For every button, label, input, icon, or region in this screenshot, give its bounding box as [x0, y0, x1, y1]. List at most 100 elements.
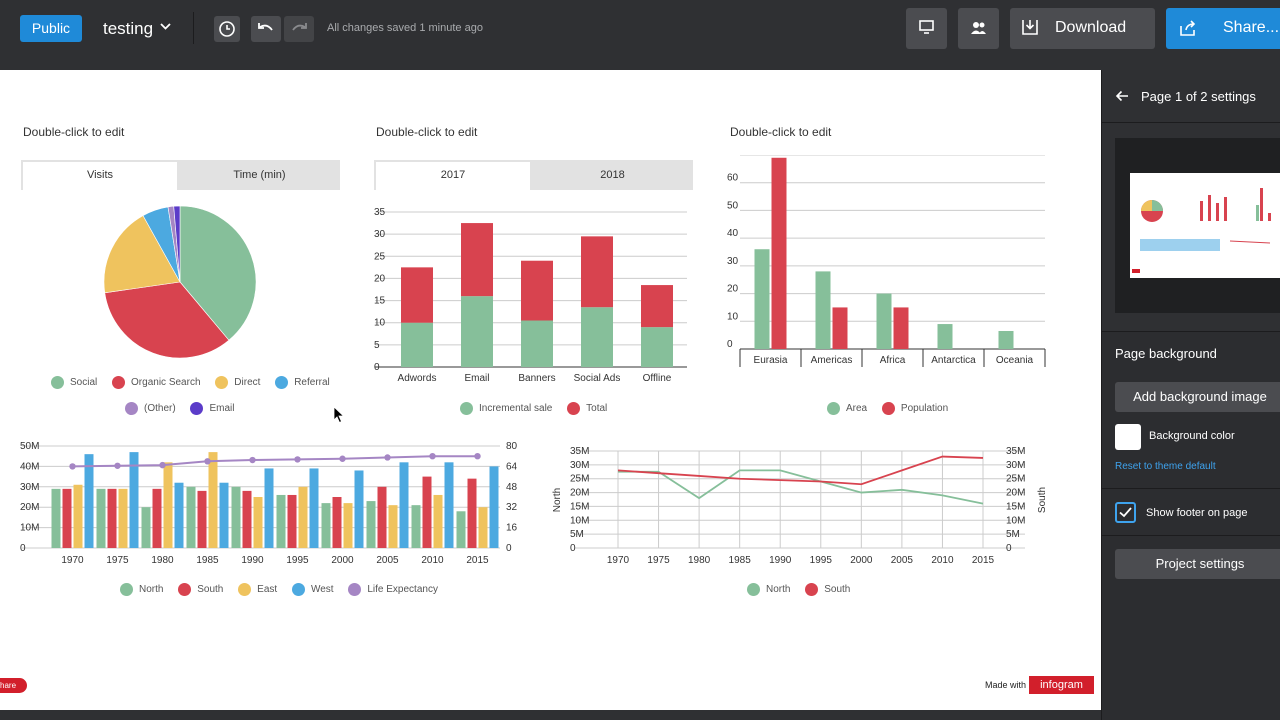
bar[interactable]	[129, 452, 139, 548]
legend-item[interactable]: West	[291, 583, 334, 596]
bar[interactable]	[107, 488, 117, 548]
add-background-image-button[interactable]: Add background image	[1115, 382, 1280, 412]
bar[interactable]	[321, 503, 331, 548]
legend-item[interactable]: Direct	[215, 376, 260, 389]
background-color-swatch[interactable]	[1115, 424, 1141, 450]
bar-segment[interactable]	[521, 320, 553, 368]
bar-segment[interactable]	[461, 223, 493, 297]
history-button[interactable]	[214, 16, 240, 42]
line-point[interactable]	[294, 456, 301, 463]
line-point[interactable]	[114, 462, 121, 469]
bar[interactable]	[388, 505, 398, 548]
bar[interactable]	[771, 157, 787, 349]
bar[interactable]	[276, 494, 286, 548]
share-pill[interactable]: hare	[0, 678, 27, 693]
pie-slice[interactable]	[103, 215, 181, 294]
legend-item[interactable]: North	[120, 583, 163, 596]
pie-slice[interactable]	[104, 281, 230, 359]
share-button[interactable]: Share...	[1166, 8, 1280, 49]
bar[interactable]	[343, 503, 353, 548]
bar[interactable]	[433, 494, 443, 548]
bar-segment[interactable]	[401, 267, 433, 323]
legend-item[interactable]: South	[805, 583, 850, 596]
bar[interactable]	[422, 476, 432, 548]
infogram-logo[interactable]: infogram	[1029, 676, 1094, 694]
series-line[interactable]	[617, 455, 984, 486]
bar[interactable]	[467, 478, 477, 548]
bar[interactable]	[186, 486, 196, 548]
stacked-chart-title[interactable]: Double-click to edit	[376, 125, 478, 139]
legend-item[interactable]: (Other)	[125, 402, 176, 415]
bar[interactable]	[444, 462, 454, 548]
pie-chart[interactable]	[100, 205, 260, 360]
tab-visits[interactable]: Visits	[21, 160, 179, 190]
regions-line-chart[interactable]: 0 0 5M 5M 10M 10M 15M 15M 20M 20M 25M 25M 30M 30M 35M 3…	[545, 435, 1055, 570]
bar[interactable]	[141, 507, 151, 548]
bar-segment[interactable]	[581, 307, 613, 367]
bar[interactable]	[219, 482, 229, 548]
show-footer-checkbox[interactable]	[1115, 502, 1136, 523]
undo-button[interactable]	[251, 16, 281, 42]
line-point[interactable]	[339, 455, 346, 462]
bar[interactable]	[309, 468, 319, 548]
bar[interactable]	[399, 462, 409, 548]
line-point[interactable]	[204, 458, 211, 465]
stacked-bar-chart[interactable]: 05101520253035AdwordsEmailBannersSocial …	[365, 205, 695, 390]
public-button[interactable]: Public	[20, 15, 82, 42]
bar[interactable]	[174, 482, 184, 548]
legend-item[interactable]: Organic Search	[112, 376, 201, 389]
bar-segment[interactable]	[641, 285, 673, 328]
bar-segment[interactable]	[401, 322, 433, 367]
bar[interactable]	[163, 462, 173, 548]
bar[interactable]	[231, 486, 241, 548]
line-point[interactable]	[429, 453, 436, 460]
legend-item[interactable]: Referral	[275, 376, 330, 389]
bar[interactable]	[366, 501, 376, 548]
bar[interactable]	[96, 488, 106, 548]
page-thumbnail[interactable]	[1130, 173, 1280, 278]
pie-slice[interactable]	[179, 205, 257, 341]
bar[interactable]	[264, 468, 274, 548]
bar[interactable]	[298, 486, 308, 548]
continents-bar-chart[interactable]: 0 10 20 30 40 50 60 70 Eurasia Americas Africa Anta…	[720, 155, 1055, 385]
bar[interactable]	[815, 271, 831, 349]
bar[interactable]	[242, 490, 252, 548]
bar[interactable]	[832, 307, 848, 349]
bar[interactable]	[253, 497, 263, 548]
line-point[interactable]	[474, 453, 481, 460]
bar[interactable]	[197, 490, 207, 548]
continents-chart-title[interactable]: Double-click to edit	[730, 125, 832, 139]
bar-segment[interactable]	[461, 296, 493, 367]
legend-item[interactable]: South	[178, 583, 223, 596]
bar[interactable]	[937, 324, 953, 349]
line-point[interactable]	[159, 461, 166, 469]
bar[interactable]	[73, 484, 83, 548]
bar[interactable]	[456, 511, 466, 548]
line-point[interactable]	[384, 454, 391, 461]
bar[interactable]	[62, 488, 72, 548]
back-arrow-icon[interactable]	[1115, 89, 1129, 103]
bar[interactable]	[152, 488, 162, 548]
legend-item[interactable]: North	[747, 583, 790, 596]
bar-segment[interactable]	[641, 327, 673, 367]
bar[interactable]	[208, 452, 218, 548]
series-line[interactable]	[618, 469, 984, 505]
bar[interactable]	[354, 470, 364, 548]
bar-segment[interactable]	[521, 260, 553, 321]
line-point[interactable]	[249, 456, 256, 464]
bar[interactable]	[51, 488, 61, 548]
regions-combo-chart[interactable]: 0 10M 20M 30M 40M 50M 0 16 32 48 64 80 1970 1975 1980 1…	[10, 435, 530, 570]
line-point[interactable]	[69, 463, 76, 470]
tab-2017[interactable]: 2017	[374, 160, 532, 190]
redo-button[interactable]	[284, 16, 314, 42]
tab-2018[interactable]: 2018	[600, 169, 625, 181]
project-title[interactable]: testing	[103, 19, 154, 38]
legend-item[interactable]: Incremental sale	[460, 402, 552, 415]
bar[interactable]	[478, 507, 488, 548]
bar[interactable]	[287, 494, 297, 548]
pie-chart-title[interactable]: Double-click to edit	[23, 125, 125, 139]
project-settings-button[interactable]: Project settings	[1115, 549, 1280, 579]
tab-time[interactable]: Time (min)	[233, 169, 286, 181]
bar[interactable]	[893, 307, 909, 349]
preview-button[interactable]	[906, 8, 947, 49]
